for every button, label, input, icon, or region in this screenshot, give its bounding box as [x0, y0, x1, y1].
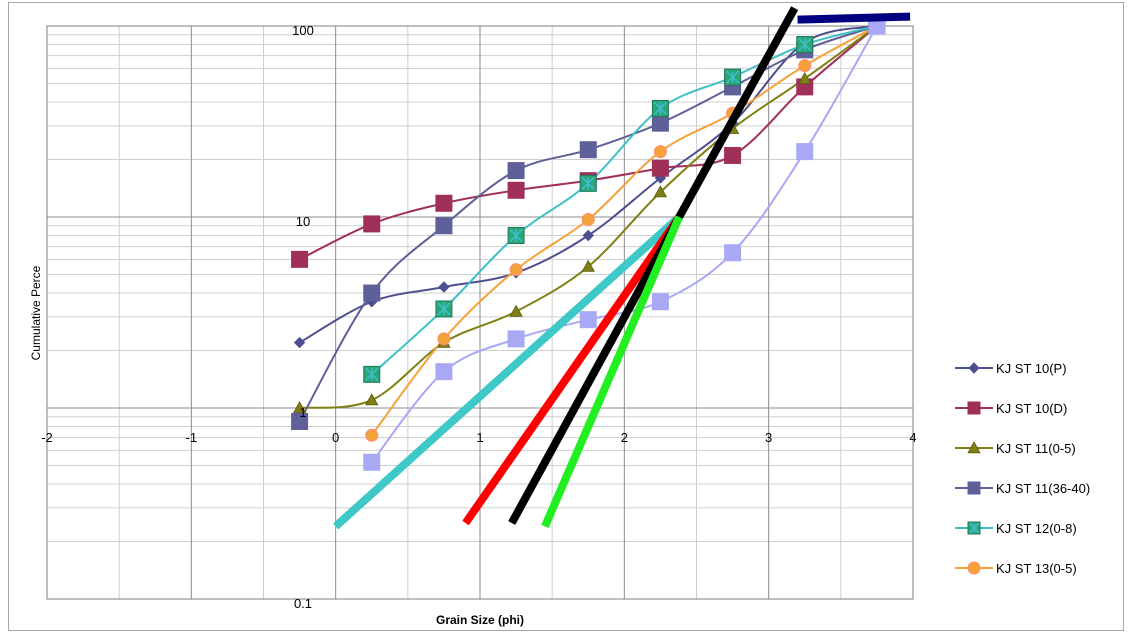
trend-line	[797, 12, 911, 24]
data-point	[651, 159, 669, 177]
plot-area	[46, 25, 914, 600]
legend-item: KJ ST 11(36-40)	[955, 481, 1090, 496]
legend-item: KJ ST 10(D)	[955, 401, 1067, 416]
legend-item: KJ ST 13(0-5)	[955, 561, 1077, 576]
legend: KJ ST 10(P) KJ ST 10(D) KJ ST 11(0-5) KJ ST…	[955, 361, 1090, 576]
trend-line	[508, 6, 799, 525]
data-point	[291, 412, 309, 430]
data-point	[435, 363, 453, 381]
data-point	[798, 71, 812, 84]
y-tick-label: 100	[292, 23, 314, 38]
series-lines	[298, 25, 878, 463]
data-point	[653, 185, 668, 198]
data-point	[967, 481, 981, 495]
data-point	[363, 365, 381, 383]
x-tick-label: 0	[332, 430, 339, 445]
data-point	[363, 215, 381, 233]
marker-star	[365, 367, 379, 381]
data-point	[967, 561, 981, 575]
data-point	[435, 194, 453, 212]
legend-item: KJ ST 12(0-8)	[955, 521, 1077, 536]
x-axis-title: Grain Size (phi)	[436, 613, 524, 627]
data-point	[724, 146, 742, 164]
data-point	[796, 143, 814, 161]
marker-star	[581, 176, 595, 190]
data-point	[509, 304, 523, 317]
data-point	[365, 428, 379, 442]
data-point	[582, 229, 594, 242]
y-tick-label: 10	[296, 214, 310, 229]
marker-star	[798, 37, 812, 52]
series-line	[299, 25, 878, 409]
legend-label: KJ ST 10(P)	[996, 361, 1067, 376]
chart-frame	[8, 2, 1124, 631]
legend-item: KJ ST 10(P)	[955, 361, 1067, 376]
data-point	[581, 259, 595, 272]
trend-line	[332, 214, 682, 530]
data-point	[581, 213, 595, 227]
data-point	[291, 250, 309, 268]
major-grid	[46, 25, 914, 600]
marker-star	[437, 302, 451, 316]
x-tick-labels: -2 -1 0 1 2 3 4	[41, 430, 916, 445]
y-tick-label: 1	[299, 405, 306, 420]
marker-star	[726, 70, 740, 84]
trend-line	[541, 215, 683, 528]
legend-label: KJ ST 11(36-40)	[996, 481, 1090, 496]
legend-label: KJ ST 11(0-5)	[996, 441, 1076, 456]
data-point	[363, 453, 381, 471]
data-point	[507, 181, 525, 199]
data-point	[507, 162, 525, 180]
data-point	[293, 336, 306, 349]
data-point	[967, 521, 981, 535]
data-point	[579, 174, 597, 192]
data-point	[579, 141, 597, 159]
trend-line	[462, 214, 683, 526]
series-markers	[291, 17, 886, 471]
data-point	[365, 393, 379, 406]
data-point	[653, 145, 667, 159]
data-point	[968, 362, 980, 374]
marker-star	[968, 522, 980, 534]
data-point	[509, 263, 523, 277]
data-point	[292, 401, 307, 414]
legend-item: KJ ST 11(0-5)	[955, 441, 1076, 456]
data-point	[724, 244, 742, 262]
x-tick-label: 4	[909, 430, 916, 445]
x-tick-label: 2	[621, 430, 628, 445]
x-tick-label: -2	[41, 430, 53, 445]
legend-label: KJ ST 12(0-8)	[996, 521, 1077, 536]
legend-label: KJ ST 10(D)	[996, 401, 1067, 416]
data-point	[798, 59, 812, 73]
data-point	[435, 300, 453, 318]
data-point	[967, 441, 981, 454]
y-axis-title: Cumulative Perce	[29, 265, 43, 360]
marker-star	[653, 101, 667, 116]
data-point	[724, 68, 742, 86]
y-tick-labels: 0.1 1 10 100	[292, 23, 314, 611]
data-point	[651, 293, 669, 311]
data-point	[796, 36, 814, 54]
data-point	[967, 401, 981, 415]
data-point	[363, 284, 381, 302]
marker-star	[509, 228, 523, 243]
data-point	[651, 99, 669, 117]
legend-label: KJ ST 13(0-5)	[996, 561, 1077, 576]
data-point	[435, 217, 453, 235]
data-point	[507, 227, 525, 245]
data-point	[438, 281, 450, 293]
data-point	[437, 332, 451, 346]
trend-lines	[332, 6, 911, 530]
y-tick-label: 0.1	[294, 596, 312, 611]
x-tick-label: -1	[186, 430, 198, 445]
x-tick-label: 1	[476, 430, 483, 445]
data-point	[507, 330, 525, 348]
data-point	[651, 114, 669, 132]
data-point	[579, 311, 597, 329]
x-tick-label: 3	[765, 430, 772, 445]
